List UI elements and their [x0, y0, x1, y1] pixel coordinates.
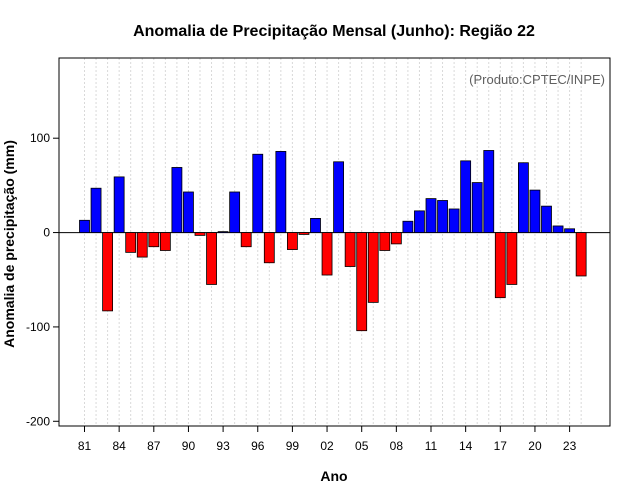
bar-2015: 2015: 53 [471, 182, 483, 233]
x-tick-label: 93 [216, 439, 230, 453]
x-tick-label: 20 [528, 439, 542, 453]
bar-1988: 1988: -19 [159, 232, 171, 251]
x-tick-label: 05 [355, 439, 369, 453]
bar-1999: 1999: -18 [286, 232, 298, 250]
bar-2022: 2022: 7 [552, 225, 564, 233]
y-tick-label: -100 [26, 320, 50, 334]
bar-2017: 2017: -69 [494, 232, 506, 299]
bar-1995: 1995: -15 [240, 232, 252, 248]
source-annotation: (Produto:CPTEC/INPE) [469, 72, 605, 87]
bar-1997: 1997: -32 [263, 232, 275, 264]
bar-2012: 2012: 34 [437, 200, 448, 233]
bar-2020: 2020: 45 [529, 189, 541, 233]
x-tick-label: 23 [563, 439, 577, 453]
bar-1984: 1984: 59 [113, 176, 125, 233]
y-axis: -200 -100 0 100 [26, 131, 59, 428]
chart-title: Anomalia de Precipitação Mensal (Junho):… [133, 23, 535, 40]
x-tick-label: 11 [425, 439, 438, 453]
x-tick-label: 90 [182, 439, 196, 453]
x-tick-label: 08 [390, 439, 404, 453]
bar-2011: 2011: 36 [425, 198, 437, 233]
bar-2003: 2003: 75 [333, 161, 345, 233]
bar-2002: 2002: -45 [321, 232, 333, 276]
bar-2014: 2014: 76 [460, 160, 472, 233]
bar-2010: 2010: 23 [414, 210, 425, 233]
bar-1990: 1990: 43 [183, 191, 194, 233]
bar-2024: 2024: -46 [575, 232, 587, 277]
plot-frame [58, 57, 611, 427]
bar-1994: 1994: 43 [229, 191, 241, 233]
y-tick-label: -200 [26, 414, 50, 428]
bar-2006: 2006: -74 [367, 232, 379, 303]
bar-2005: 2005: -104 [356, 232, 368, 332]
bar-1983: 1983: -83 [102, 232, 113, 312]
bar-2021: 2021: 28 [541, 205, 552, 233]
bar-2016: 2016: 87 [483, 150, 495, 233]
y-tick-label: 0 [43, 226, 50, 240]
bar-1993: 1993: 1 [217, 231, 229, 233]
bar-1989: 1989: 69 [171, 167, 183, 233]
x-tick-label: 84 [112, 439, 126, 453]
x-tick-label: 14 [459, 439, 473, 453]
y-axis-title: Anomalia de precipitação (mm) [1, 140, 17, 348]
bar-2019: 2019: 74 [518, 162, 529, 233]
bar-2013: 2013: 25 [448, 208, 460, 233]
bar-1991: 1991: -3 [194, 232, 206, 236]
bar-1998: 1998: 86 [275, 151, 287, 233]
bar-1981: 1981: 13 [79, 219, 90, 233]
x-tick-label: 96 [251, 439, 265, 453]
x-tick-label: 99 [286, 439, 300, 453]
bar-2000: 2000: -2 [298, 232, 310, 235]
bar-1986: 1986: -26 [136, 232, 148, 258]
bar-2007: 2007: -19 [379, 232, 391, 251]
y-tick-label: 100 [30, 131, 50, 145]
x-axis-title: Ano [320, 468, 347, 484]
x-tick-label: 81 [78, 439, 92, 453]
x-tick-label: 17 [494, 439, 508, 453]
x-tick-label: 02 [320, 439, 334, 453]
bar-2018: 2018: -55 [506, 232, 518, 285]
bar-1996: 1996: 83 [252, 153, 264, 233]
bar-2004: 2004: -36 [344, 232, 356, 267]
x-axis: 81 84 87 90 93 96 99 02 05 08 11 14 17 20 23 [78, 426, 577, 453]
bar-1985: 1985: -21 [125, 232, 137, 253]
bar-1992: 1992: -55 [206, 232, 217, 285]
bar-2008: 2008: -12 [390, 232, 402, 245]
x-tick-label: 87 [147, 439, 161, 453]
bars: 1981: 131982: 471983: -831984: 591985: -… [79, 150, 587, 332]
bar-1987: 1987: -15 [148, 232, 160, 248]
bar-2009: 2009: 12 [402, 220, 414, 233]
bar-2001: 2001: 15 [310, 218, 321, 233]
bar-1982: 1982: 47 [90, 187, 102, 233]
